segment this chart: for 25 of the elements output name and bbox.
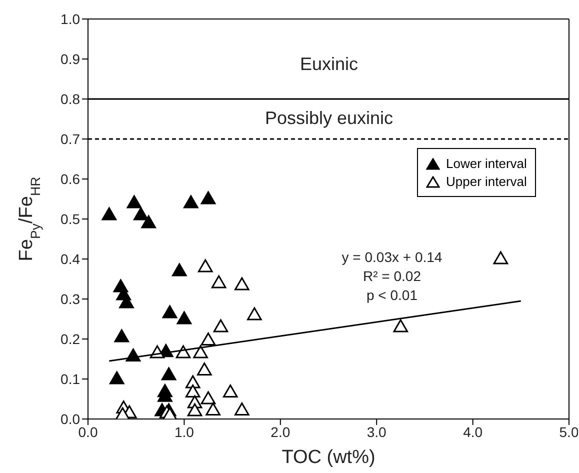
annotation: y = 0.03x + 0.14	[340, 248, 444, 267]
y-tick-label: 0.6	[60, 170, 80, 187]
y-tick-label: 0.8	[60, 90, 80, 107]
x-tick-label: 1.0	[174, 424, 194, 440]
y-tick-label: 0.5	[60, 210, 80, 227]
legend-label: Upper interval	[446, 174, 527, 189]
x-tick-label: 5.0	[559, 424, 579, 440]
x-tick-label: 4.0	[463, 424, 483, 440]
y-tick-label: 0.0	[60, 410, 80, 427]
annotation: p < 0.01	[366, 286, 418, 305]
y-tick-label: 0.3	[60, 290, 80, 307]
x-axis-title: TOC (wt%)	[282, 447, 376, 468]
y-tick-label: 0.7	[60, 130, 80, 147]
legend-label: Lower interval	[446, 156, 527, 171]
y-tick-label: 0.1	[60, 370, 80, 387]
x-tick-label: 3.0	[366, 424, 387, 440]
x-tick-label: 2.0	[270, 424, 290, 440]
annotation: Possibly euxinic	[264, 107, 394, 129]
y-tick-label: 0.2	[60, 330, 80, 347]
y-tick-label: 0.4	[60, 250, 80, 267]
annotation: R² = 0.02	[362, 267, 422, 286]
x-tick-label: 0.0	[78, 424, 98, 440]
y-tick-label: 1.0	[60, 10, 80, 27]
y-tick-label: 0.9	[60, 50, 80, 67]
annotation: Euxinic	[298, 53, 360, 75]
